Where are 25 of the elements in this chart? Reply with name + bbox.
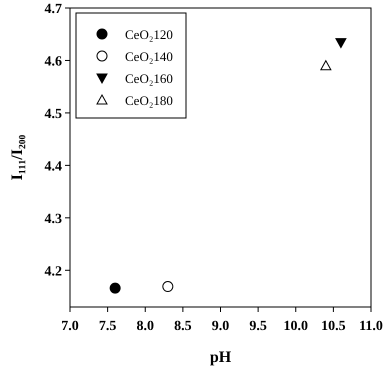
x-axis-title: pH [210, 349, 232, 366]
y-tick-label: 4.5 [44, 106, 62, 122]
legend-label: CeO₂120 [125, 27, 173, 42]
y-tick-label: 4.4 [44, 159, 62, 174]
x-tick-label: 7.0 [61, 319, 79, 334]
y-tick-label: 4.6 [44, 54, 62, 70]
legend-label: CeO₂140 [125, 49, 173, 64]
point [320, 60, 332, 70]
y-axis-title: I₁₁₁/I₂₀₀ [9, 134, 26, 180]
x-tick-label: 9.0 [212, 319, 230, 334]
x-tick-label: 11.0 [359, 319, 383, 334]
point [335, 38, 346, 48]
point [110, 282, 121, 294]
x-tick-label: 9.5 [249, 319, 267, 334]
point [162, 281, 174, 292]
x-tick-label: 7.5 [98, 319, 116, 334]
x-tick-label: 10.0 [284, 319, 308, 334]
legend-label: CeO₂160 [125, 71, 173, 86]
x-tick-label: 10.5 [321, 319, 346, 334]
y-tick-label: 4.3 [44, 212, 62, 227]
legend-label: CeO₂180 [125, 93, 173, 108]
x-tick-label: 8.5 [174, 319, 192, 334]
y-tick-label: 4.7 [44, 2, 62, 17]
x-tick-label: 8.0 [136, 319, 154, 334]
y-tick-label: 4.2 [44, 264, 62, 280]
